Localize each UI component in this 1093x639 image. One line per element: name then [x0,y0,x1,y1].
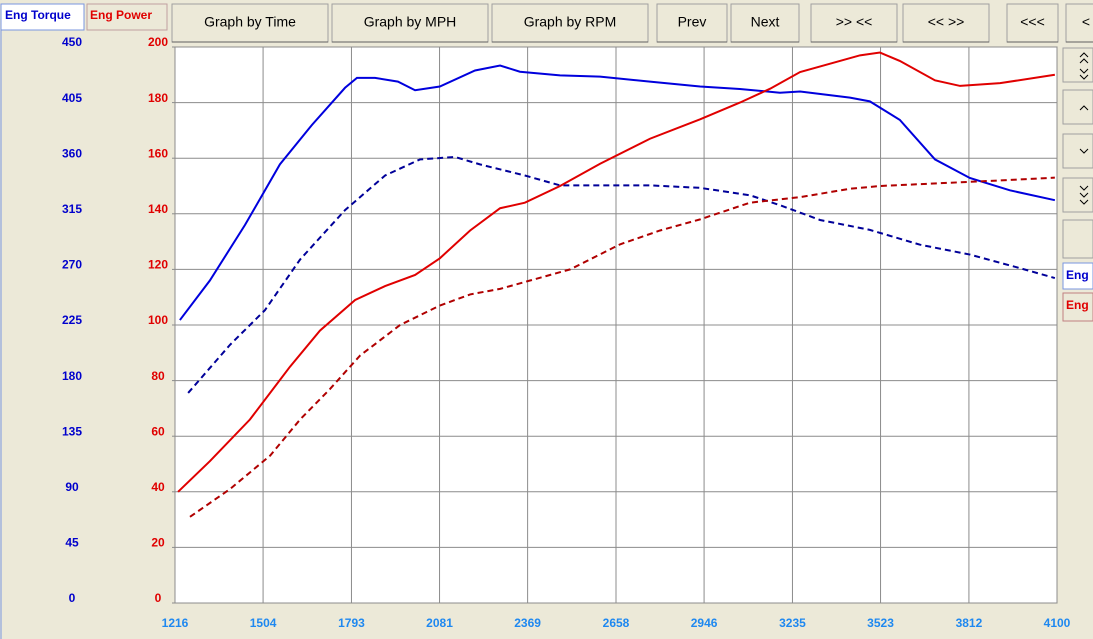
series-line [179,64,1056,321]
x-tick-label: 1216 [162,616,189,630]
toolbar-button[interactable]: >> << [810,3,898,43]
series-line [189,176,1055,518]
y-tick-label: 160 [148,146,168,160]
button-face [491,3,649,43]
y-tick-label: 40 [151,480,165,494]
scroll-bottom[interactable] [1062,177,1093,213]
x-tick-label: 3812 [956,616,983,630]
icon [1079,148,1089,154]
side-tab[interactable] [1062,262,1093,290]
x-tick-label: 1793 [338,616,365,630]
y-tick-label: 100 [148,313,168,327]
icon [1079,52,1089,80]
y-tick-label: 140 [148,202,168,216]
icon [1079,105,1089,111]
tab[interactable] [86,3,168,31]
scroll-down[interactable] [1062,133,1093,169]
x-tick-label: 2081 [426,616,453,630]
y2-tick-label: 270 [62,258,82,272]
x-tick-label: 2369 [514,616,541,630]
y2-tick-label: 90 [65,480,79,494]
y2-tick-label: 45 [65,536,79,550]
toolbar-button[interactable]: Graph by Time [171,3,329,43]
toolbar-button[interactable]: Prev [656,3,728,43]
scroll-top[interactable] [1062,47,1093,83]
y-tick-label: 200 [148,35,168,49]
button-face [1006,3,1059,43]
y-tick-label: 20 [151,536,165,550]
button-label: Graph by MPH [364,14,457,30]
side-tab[interactable] [1062,292,1093,322]
button-label: >> << [836,14,873,30]
toolbar-button[interactable]: Graph by RPM [491,3,649,43]
button-label: Prev [678,14,707,30]
y-tick-label: 80 [151,369,165,383]
x-tick-label: 2658 [603,616,630,630]
button-face [730,3,800,43]
x-tick-label: 1504 [250,616,277,630]
side-label: Eng [1066,268,1089,282]
button-face [810,3,898,43]
left-panel [0,0,170,639]
x-tick-label: 4100 [1044,616,1071,630]
x-tick-label: 3235 [779,616,806,630]
y-tick-label: 0 [155,591,162,605]
scroll-up[interactable] [1062,89,1093,125]
y2-tick-label: 405 [62,91,82,105]
y-tick-label: 60 [151,424,165,438]
y2-tick-label: 450 [62,35,82,49]
button-label: Graph by RPM [524,14,617,30]
x-tick-label: 3523 [867,616,894,630]
side-label: Eng [1066,298,1089,312]
toolbar-button[interactable]: Next [730,3,800,43]
tab-label: Eng Power [90,8,152,22]
button-face [1065,3,1093,43]
button-label: < [1082,14,1090,30]
button-face [902,3,990,43]
tab[interactable] [0,3,85,31]
y2-tick-label: 225 [62,313,82,327]
button-face [171,3,329,43]
y2-tick-label: 360 [62,146,82,160]
y-tick-label: 120 [148,258,168,272]
series-line [177,51,1056,493]
blank-button[interactable] [1062,219,1093,259]
toolbar-button[interactable]: <<< [1006,3,1059,43]
y2-tick-label: 135 [62,424,82,438]
button-label: Next [751,14,780,30]
x-tick-label: 2946 [691,616,718,630]
button-label: << >> [928,14,965,30]
toolbar-button[interactable]: Graph by MPH [331,3,489,43]
toolbar-button[interactable]: < [1065,3,1093,43]
toolbar-button[interactable]: << >> [902,3,990,43]
y2-tick-label: 0 [69,591,76,605]
tab-label: Eng Torque [5,8,71,22]
scroll-buttons [1062,47,1093,259]
button-face [656,3,728,43]
y2-tick-label: 180 [62,369,82,383]
y-tick-label: 180 [148,91,168,105]
button-label: Graph by Time [204,14,296,30]
y2-tick-label: 315 [62,202,82,216]
icon [1079,185,1089,205]
button-label: <<< [1020,14,1045,30]
